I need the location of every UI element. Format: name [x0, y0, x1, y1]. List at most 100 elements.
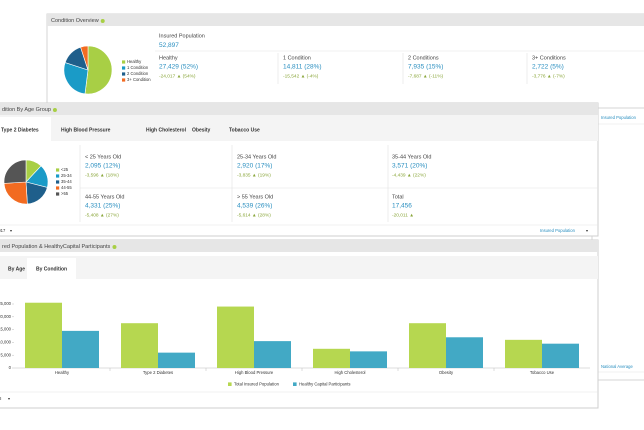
- tab[interactable]: Type 2 Diabetes: [1, 127, 39, 133]
- legend-label: 35-44: [61, 179, 72, 184]
- stat-label: 35-44 Years Old: [392, 154, 431, 160]
- bar: [158, 352, 195, 368]
- stat-label: Healthy: [159, 55, 178, 61]
- legend-label: >55: [61, 191, 69, 196]
- stat-value: 17,456: [392, 203, 412, 210]
- bar: [542, 343, 579, 368]
- legend-label: Healthy: [127, 59, 142, 64]
- pie-slice: [80, 45, 89, 71]
- legend-label: 1 Condition: [127, 65, 149, 70]
- bar: [121, 323, 158, 368]
- stat-label: 44-55 Years Old: [85, 194, 124, 200]
- pie-slice: [3, 159, 27, 184]
- age-title: dition By Age Group: [2, 107, 51, 113]
- stat-label: < 25 Years Old: [85, 154, 121, 160]
- stat-change: -3,835 ▲ (19%): [237, 172, 271, 178]
- stat-value: 2,095 (12%): [85, 163, 120, 170]
- stat-change: -5,614 ▲ (28%): [237, 212, 271, 218]
- bar: [62, 330, 99, 368]
- tab-active: [0, 117, 51, 141]
- stat-value: 2,920 (17%): [237, 163, 272, 170]
- x-tick-label: Obesity: [439, 370, 454, 375]
- stat-label: > 55 Years Old: [237, 194, 273, 200]
- y-tick-label: 20,000: [0, 314, 12, 319]
- dropdown-arrow[interactable]: ▾: [8, 396, 10, 401]
- legend-label: 3+ Condition: [127, 77, 151, 82]
- participants-title: red Population & HealthyCapital Particip…: [2, 244, 110, 250]
- x-tick-label: High Cholesterol: [335, 370, 366, 375]
- y-tick-label: 10,000: [0, 340, 12, 345]
- legend-swatch: [293, 382, 297, 386]
- legend-swatch: [122, 78, 126, 82]
- legend-swatch: [122, 72, 126, 76]
- stat-value: 3,571 (20%): [392, 163, 427, 170]
- population-select[interactable]: Insured Population: [540, 228, 576, 233]
- stat-label: 1 Condition: [283, 55, 311, 61]
- tab[interactable]: High Blood Pressure: [61, 127, 111, 133]
- tab[interactable]: Obesity: [192, 127, 211, 133]
- stat-value: 7,935 (15%): [408, 64, 443, 71]
- pie-slice: [84, 45, 113, 95]
- stat-label: 3+ Conditions: [532, 55, 566, 61]
- info-icon[interactable]: [100, 18, 105, 23]
- stat-label: Total: [392, 194, 404, 200]
- pie-slice: [3, 181, 28, 205]
- stat-change: -5,408 ▲ (27%): [85, 212, 119, 218]
- y-tick-label: 0: [9, 365, 12, 370]
- stat-change: -7,687 ▲ (-11%): [408, 73, 443, 79]
- tab[interactable]: Tobacco Use: [229, 127, 260, 133]
- legend-label: 2 Condition: [127, 71, 149, 76]
- legend-label: Healthy Capital Participants: [299, 381, 350, 386]
- info-icon[interactable]: [112, 244, 117, 249]
- tab[interactable]: High Cholesterol: [146, 127, 187, 133]
- legend-label: 44-55: [61, 185, 72, 190]
- x-tick-label: Type 2 Diabetes: [143, 370, 173, 375]
- bar: [217, 306, 254, 368]
- year-select[interactable]: 2017: [0, 228, 6, 233]
- info-icon[interactable]: [52, 107, 57, 112]
- x-tick-label: High Blood Pressure: [235, 370, 274, 375]
- legend-label: <25: [61, 167, 69, 172]
- bar: [350, 351, 387, 368]
- legend-swatch: [122, 66, 126, 70]
- side-label: National Average: [601, 364, 633, 369]
- stat-value: 4,331 (25%): [85, 203, 120, 210]
- dropdown-arrow[interactable]: ▾: [586, 228, 588, 233]
- stat-change: -20,011 ▲: [392, 212, 414, 218]
- overview-panel: [46, 13, 644, 115]
- dropdown-arrow[interactable]: ▾: [10, 228, 12, 233]
- overview-title: Condition Overview: [51, 18, 99, 24]
- tab[interactable]: By Condition: [36, 266, 67, 272]
- bar: [254, 341, 291, 368]
- stat-change: -3,776 ▲ (-7%): [532, 73, 565, 79]
- bar: [505, 339, 542, 368]
- tab-bar: [0, 115, 598, 141]
- legend-swatch: [56, 174, 60, 178]
- legend-swatch: [122, 60, 126, 64]
- pie-slice: [63, 62, 89, 95]
- tab[interactable]: By Age: [8, 266, 25, 272]
- stat-change: -3,596 ▲ (18%): [85, 172, 119, 178]
- year-select[interactable]: 2018: [0, 396, 2, 401]
- stat-label: 2 Conditions: [408, 55, 439, 61]
- stat-label: 25-34 Years Old: [237, 154, 276, 160]
- age-header: [0, 103, 598, 115]
- stat-value: 27,429 (52%): [159, 64, 198, 71]
- side-panel: [591, 107, 644, 381]
- tab-bar: [0, 256, 598, 279]
- stat-value: 14,811 (28%): [283, 64, 322, 71]
- y-tick-label: 15,000: [0, 327, 12, 332]
- bar: [313, 348, 350, 368]
- stat-change: -4,439 ▲ (22%): [392, 172, 426, 178]
- participants-header: [0, 240, 598, 252]
- total-label: Insured Population: [159, 33, 205, 39]
- tab-active: [27, 258, 76, 279]
- stat-value: 2,722 (5%): [532, 64, 564, 71]
- x-tick-label: Tobacco Use: [530, 370, 555, 375]
- side-label: Insured Population: [601, 115, 637, 120]
- stat-change: -15,542 ▲ (-4%): [283, 73, 319, 79]
- x-tick-label: Healthy: [55, 370, 70, 375]
- legend-swatch: [228, 382, 232, 386]
- legend-swatch: [56, 186, 60, 190]
